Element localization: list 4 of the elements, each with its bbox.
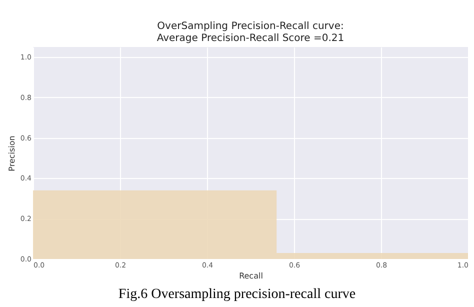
x-axis-title: Recall [239, 272, 263, 280]
caption: Fig.6 Oversampling precision-recall curve [117, 287, 357, 303]
chart-title: OverSampling Precision-Recall curve: Average Precision-Recall Score =0.21 [156, 21, 344, 44]
y-axis-title: Precision [7, 136, 16, 172]
